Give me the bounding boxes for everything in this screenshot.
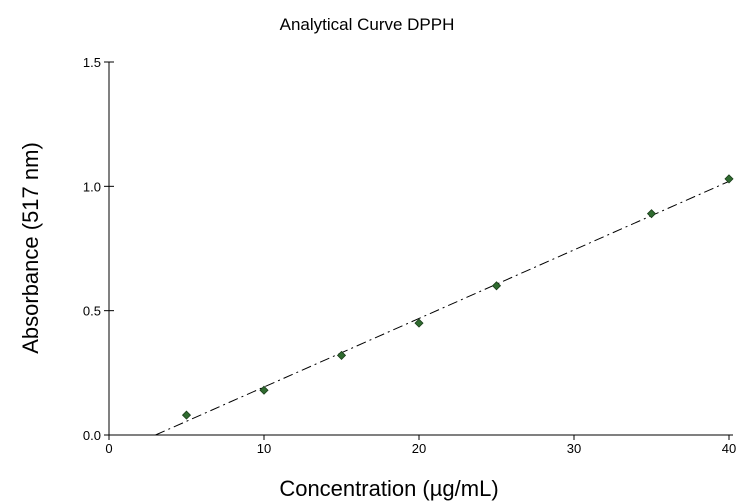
- data-points: [181, 174, 734, 420]
- data-point: [414, 318, 424, 328]
- y-tick-label: 0.5: [83, 304, 101, 319]
- x-tick-label: 30: [567, 441, 581, 456]
- data-point: [724, 174, 734, 184]
- data-point: [491, 281, 502, 291]
- x-axis-label: Concentration (µg/mL): [279, 476, 498, 501]
- y-tick-label: 1.0: [83, 179, 101, 194]
- data-point: [181, 410, 192, 420]
- chart-title: Analytical Curve DPPH: [280, 15, 455, 34]
- y-ticks: 0.0 0.5 1.0 1.5: [83, 55, 114, 443]
- x-tick-label: 20: [412, 441, 426, 456]
- data-point: [646, 209, 657, 219]
- y-tick-label: 0.0: [83, 428, 101, 443]
- x-ticks: 0 10 20 30 40: [105, 435, 736, 456]
- y-axis-label: Absorbance (517 nm): [18, 142, 43, 354]
- x-tick-label: 10: [257, 441, 271, 456]
- data-point: [259, 385, 269, 395]
- y-tick-label: 1.5: [83, 55, 101, 70]
- x-tick-label: 0: [105, 441, 112, 456]
- data-point: [336, 350, 347, 360]
- fit-line: [155, 180, 730, 436]
- x-tick-label: 40: [722, 441, 736, 456]
